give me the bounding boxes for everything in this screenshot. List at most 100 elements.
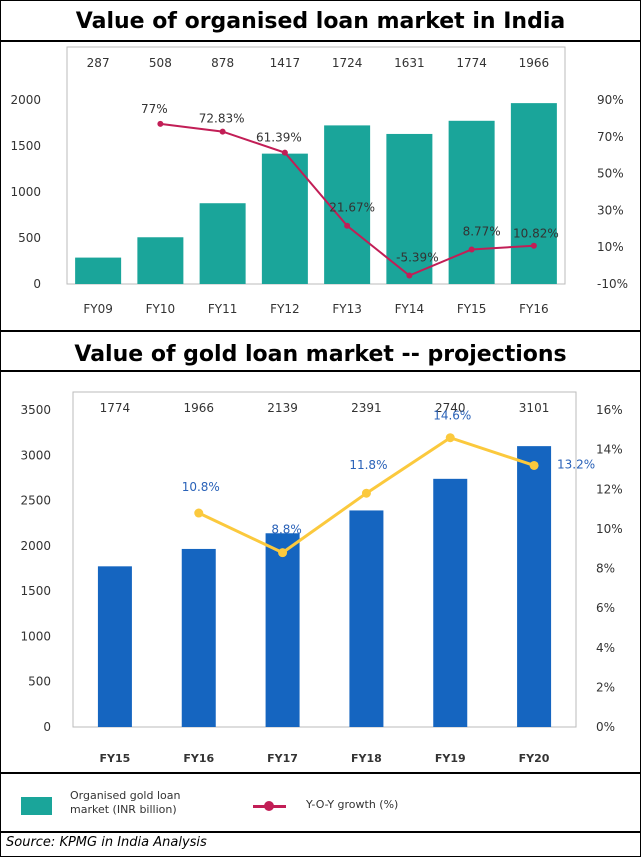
legend-bar-swatch <box>21 797 52 815</box>
plot-area <box>72 391 577 728</box>
x-axis-tick-label: FY12 <box>270 302 300 316</box>
left-axis-tick-label: 1500 <box>10 139 41 153</box>
right-axis-tick-label: 0% <box>596 720 615 734</box>
bar-value-label: 2391 <box>351 401 382 415</box>
bar-value-label: 1774 <box>456 56 487 70</box>
growth-point <box>281 149 288 156</box>
bar <box>137 237 184 284</box>
legend-bar-label: Organised gold loan market (INR billion) <box>70 789 181 816</box>
left-axis-tick-label: 0 <box>33 277 41 291</box>
bar-value-label: 1631 <box>394 56 425 70</box>
growth-label: -5.39% <box>396 251 438 265</box>
growth-label: 21.67% <box>329 201 375 215</box>
growth-point <box>530 242 537 249</box>
x-axis-tick-label: FY16 <box>519 302 549 316</box>
x-axis-tick-label: FY15 <box>457 302 487 316</box>
left-axis-tick-label: 500 <box>28 675 51 689</box>
growth-label: 11.8% <box>349 458 387 472</box>
growth-label: 8.77% <box>463 224 501 238</box>
bar <box>75 257 122 284</box>
right-axis-tick-label: 90% <box>597 93 624 107</box>
bar-value-label: 287 <box>87 56 110 70</box>
chart-1-title: Value of organised loan market in India <box>75 9 566 34</box>
bar-value-label: 1417 <box>270 56 301 70</box>
x-axis-tick-label: FY13 <box>332 302 362 316</box>
left-axis-tick-label: 0 <box>43 720 51 734</box>
growth-point <box>361 488 371 498</box>
bar-value-label: 1966 <box>519 56 550 70</box>
growth-point <box>445 433 455 443</box>
right-axis-tick-label: 4% <box>596 641 615 655</box>
left-axis-tick-label: 3500 <box>20 403 51 417</box>
bar-value-label: 878 <box>211 56 234 70</box>
growth-label: 10.82% <box>513 227 559 241</box>
growth-point <box>406 272 413 279</box>
growth-label: 10.8% <box>182 480 220 494</box>
x-axis-tick-label: FY11 <box>208 302 238 316</box>
bar <box>181 548 216 727</box>
bar <box>265 533 300 727</box>
bar <box>510 103 557 285</box>
growth-label: 13.2% <box>557 457 595 471</box>
right-axis-tick-label: 12% <box>596 482 623 496</box>
source-note: Source: KPMG in India Analysis <box>6 835 207 850</box>
right-axis-tick-label: -10% <box>597 277 628 291</box>
growth-point <box>194 508 204 518</box>
growth-label: 77% <box>141 102 168 116</box>
gold-loan-projection-chart: 0 500 1000 1500 2000 2500 3000 3500 0% 2% 4% 6% 8% 10… <box>20 391 623 765</box>
bar-value-label: 1774 <box>100 401 131 415</box>
bar-value-label: 1724 <box>332 56 363 70</box>
left-axis-tick-label: 1500 <box>20 584 51 598</box>
right-axis-tick-label: 14% <box>596 443 623 457</box>
bar-value-label: 508 <box>149 56 172 70</box>
bar-value-label: 2740 <box>435 401 466 415</box>
bar-value-label: 2139 <box>267 401 298 415</box>
x-axis-tick-label: FY14 <box>395 302 425 316</box>
right-axis-tick-label: 16% <box>596 403 623 417</box>
right-axis-tick-label: 10% <box>596 522 623 536</box>
right-axis-tick-label: 50% <box>597 167 624 181</box>
growth-label: 14.6% <box>433 409 471 423</box>
left-axis-tick-label: 2500 <box>20 494 51 508</box>
legend-line-label: Y-O-Y growth (%) <box>306 798 399 811</box>
chart-2-title: Value of gold loan market -- projections <box>74 342 567 367</box>
left-axis-tick-label: 3000 <box>20 448 51 462</box>
x-axis-tick-label: FY17 <box>267 752 298 765</box>
right-axis-tick-label: 70% <box>597 130 624 144</box>
x-axis-tick-label: FY10 <box>146 302 176 316</box>
organised-loan-chart: 0 500 1000 1500 2000 -10% 10% 30% 50% 70% 90% FY09 F… <box>10 46 628 316</box>
divider <box>0 831 641 833</box>
right-axis-tick-label: 6% <box>596 601 615 615</box>
growth-label: 8.8% <box>271 523 302 537</box>
divider <box>0 330 641 332</box>
x-axis-tick-label: FY16 <box>183 752 214 765</box>
legend-line-marker <box>264 801 274 811</box>
x-axis-tick-label: FY15 <box>100 752 131 765</box>
bar <box>517 446 552 727</box>
x-axis-tick-label: FY19 <box>435 752 466 765</box>
bar <box>324 125 371 284</box>
bar <box>386 133 433 284</box>
x-axis-tick-label: FY09 <box>83 302 113 316</box>
divider <box>0 370 641 372</box>
legend: Organised gold loan market (INR billion)… <box>0 772 641 832</box>
left-axis-tick-label: 500 <box>18 231 41 245</box>
bar <box>199 203 246 284</box>
growth-label: 72.83% <box>199 112 245 126</box>
left-axis-tick-label: 1000 <box>20 629 51 643</box>
x-axis-tick-label: FY20 <box>519 752 550 765</box>
growth-point <box>278 548 288 558</box>
left-axis-tick-label: 2000 <box>20 539 51 553</box>
plot-area <box>66 46 566 285</box>
right-axis-tick-label: 30% <box>597 203 624 217</box>
divider <box>0 40 641 42</box>
bar <box>349 510 384 727</box>
left-axis-tick-label: 2000 <box>10 93 41 107</box>
divider <box>0 772 641 774</box>
bar <box>433 478 468 727</box>
right-axis-tick-label: 10% <box>597 240 624 254</box>
bar-value-label: 1966 <box>183 401 214 415</box>
growth-point <box>344 222 351 229</box>
right-axis-tick-label: 8% <box>596 562 615 576</box>
right-axis-tick-label: 2% <box>596 680 615 694</box>
